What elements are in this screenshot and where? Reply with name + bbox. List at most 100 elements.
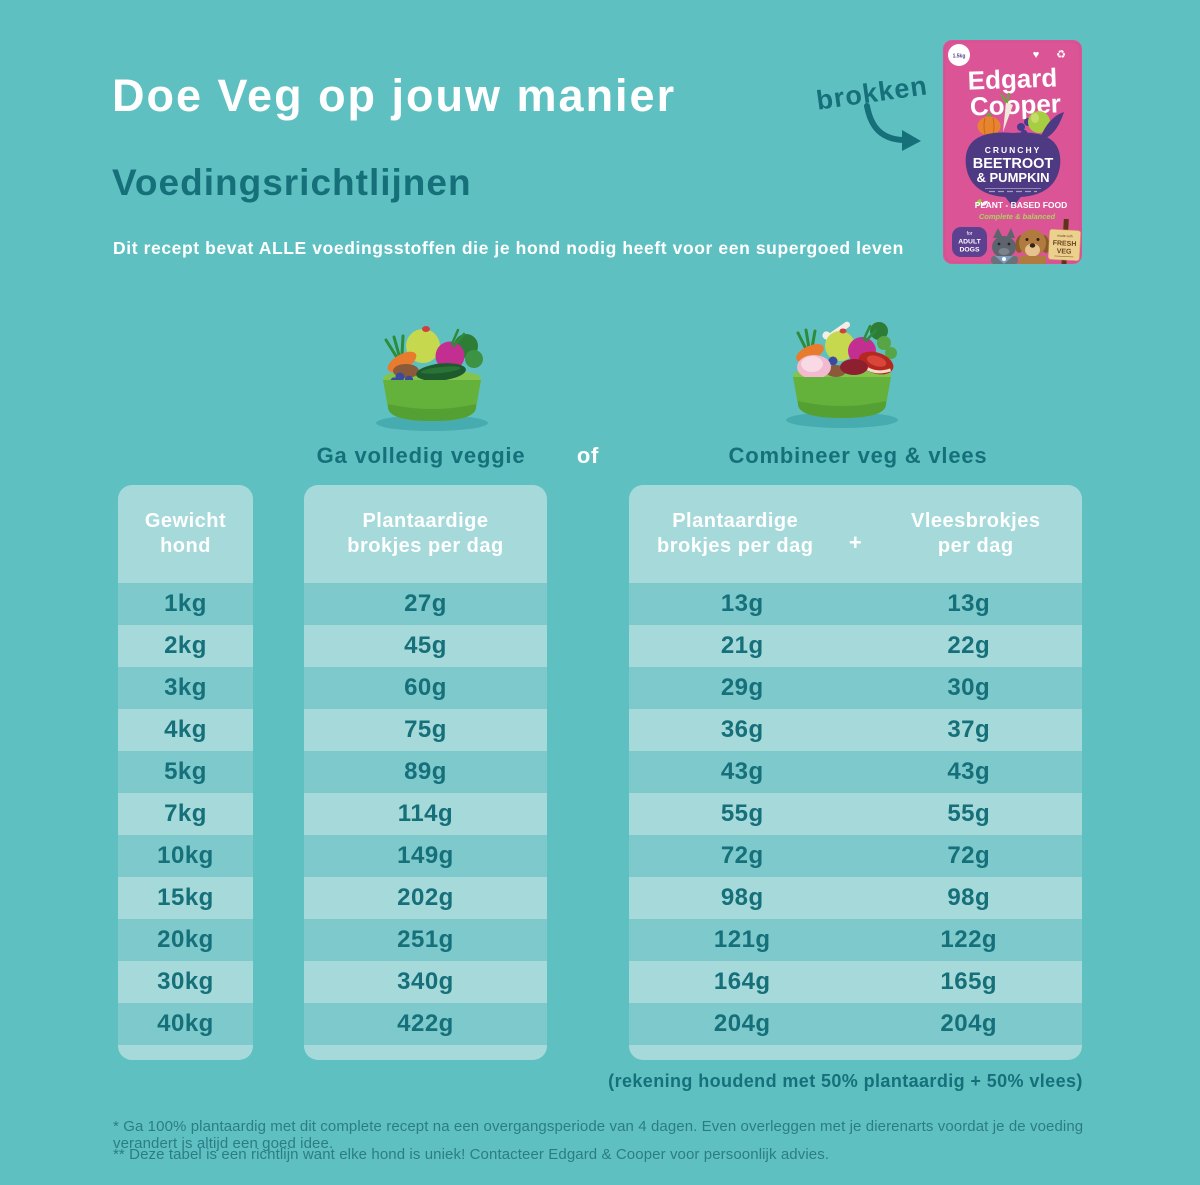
veg-mix-cell: 121g xyxy=(713,926,771,953)
veg-mix-cell: 29g xyxy=(720,674,764,701)
flavor-line2: & PUMPKIN xyxy=(977,170,1050,185)
veg-only-cell: 422g xyxy=(397,1010,454,1037)
option-or-label: of xyxy=(576,443,600,468)
weight-rows: 1kg 2kg 3kg 4kg 5kg 7kg 10kg 15kg 20kg 30kg 40kg xyxy=(118,583,253,1045)
claim-sub-text: Complete & balanced xyxy=(979,212,1056,221)
veg-mix-cell: 43g xyxy=(720,758,764,785)
sign-line2: VEG xyxy=(1057,248,1073,256)
table-row: 98g 98g xyxy=(629,877,1082,919)
table-row: 2kg xyxy=(118,625,253,667)
meat-mix-cell: 204g xyxy=(940,1010,998,1037)
audience-small: for xyxy=(967,231,973,237)
veg-only-cell: 45g xyxy=(404,632,447,659)
veg-only-column-header: Plantaardige brokjes per dag xyxy=(304,485,547,583)
curved-arrow-icon xyxy=(864,103,921,151)
fresh-veg-sign: made with FRESH VEG xyxy=(1048,218,1081,264)
table-row: 251g xyxy=(304,919,547,961)
weight-cell: 15kg xyxy=(157,884,214,911)
veg-mix-cell: 13g xyxy=(720,590,764,617)
weight-column-panel: Gewicht hond 1kg 2kg 3kg 4kg 5kg 7kg 10kg 15kg 2… xyxy=(118,485,253,1060)
flavor-line1: BEETROOT xyxy=(973,156,1054,172)
table-row: 204g 204g xyxy=(629,1003,1082,1045)
weight-cell: 10kg xyxy=(157,842,214,869)
weight-cell: 3kg xyxy=(164,674,207,701)
weight-column-header: Gewicht hond xyxy=(118,485,253,583)
flavor-panel: CRUNCHY BEETROOT & PUMPKIN xyxy=(965,112,1064,207)
weight-cell: 7kg xyxy=(164,800,207,827)
table-row: 1kg xyxy=(118,583,253,625)
meat-mix-cell: 98g xyxy=(947,884,991,911)
footnote-transition: * Ga 100% plantaardig met dit complete r… xyxy=(113,1118,1084,1152)
product-bag: 1.5kg ♥ ♻ Edgard Cooper CRUNCHY xyxy=(943,40,1082,264)
meat-mix-cell: 13g xyxy=(947,590,991,617)
adult-dogs-badge: for ADULT DOGS xyxy=(952,227,987,257)
table-row: 75g xyxy=(304,709,547,751)
meat-mix-cell: 55g xyxy=(947,800,991,827)
audience-line2: DOGS xyxy=(959,247,979,254)
table-row: 15kg xyxy=(118,877,253,919)
footnote-guideline: ** Deze tabel is een richtlijn want elke… xyxy=(113,1146,830,1163)
table-row: 164g 165g xyxy=(629,961,1082,1003)
veg-only-cell: 202g xyxy=(397,884,454,911)
table-row: 7kg xyxy=(118,793,253,835)
veg-only-cell: 114g xyxy=(397,800,454,827)
weight-cell: 4kg xyxy=(164,716,207,743)
veg-mix-cell: 21g xyxy=(720,632,764,659)
section-subtitle: Voedingsrichtlijnen xyxy=(112,162,472,203)
weight-badge-label: 1.5kg xyxy=(953,54,966,60)
sign-line1: FRESH xyxy=(1052,240,1076,248)
meat-mix-header-label: Vleesbrokjes per dag xyxy=(911,510,1041,557)
veg-only-column-panel: Plantaardige brokjes per dag 27g 45g 60g 75… xyxy=(304,485,547,1060)
table-row: 10kg xyxy=(118,835,253,877)
table-row: 29g 30g xyxy=(629,667,1082,709)
veg-meat-bowl-icon xyxy=(786,321,898,428)
veg-mix-cell: 98g xyxy=(720,884,764,911)
table-row: 30kg xyxy=(118,961,253,1003)
weight-cell: 30kg xyxy=(157,968,214,995)
table-row: 45g xyxy=(304,625,547,667)
table-row: 60g xyxy=(304,667,547,709)
option-veggie-label: Ga volledig veggie xyxy=(316,443,526,468)
brand-logo: Edgard Cooper xyxy=(967,62,1061,121)
table-row: 72g 72g xyxy=(629,835,1082,877)
combo-columns-header: Plantaardige brokjes per dag + Vleesbrok… xyxy=(629,485,1082,583)
veg-mix-cell: 204g xyxy=(713,1010,771,1037)
meat-mix-cell: 22g xyxy=(947,632,991,659)
table-row: 121g 122g xyxy=(629,919,1082,961)
table-row: 5kg xyxy=(118,751,253,793)
table-row: 4kg xyxy=(118,709,253,751)
table-row: 36g 37g xyxy=(629,709,1082,751)
meat-mix-cell: 37g xyxy=(947,716,991,743)
intro-text: Dit recept bevat ALLE voedingsstoffen di… xyxy=(113,238,904,258)
table-row: 20kg xyxy=(118,919,253,961)
table-row: 202g xyxy=(304,877,547,919)
option-combo-label: Combineer veg & vlees xyxy=(728,443,988,468)
table-row: 55g 55g xyxy=(629,793,1082,835)
brand-line1: Edgard xyxy=(967,62,1058,95)
weight-header-label: Gewicht hond xyxy=(144,510,227,557)
veg-only-cell: 27g xyxy=(404,590,447,617)
veg-only-cell: 89g xyxy=(404,758,447,785)
table-row: 40kg xyxy=(118,1003,253,1045)
meat-mix-cell: 30g xyxy=(947,674,991,701)
veg-mix-cell: 36g xyxy=(720,716,764,743)
weight-cell: 20kg xyxy=(157,926,214,953)
table-row: 89g xyxy=(304,751,547,793)
cat-illustration xyxy=(991,228,1018,264)
table-row: 27g xyxy=(304,583,547,625)
veg-mix-cell: 55g xyxy=(720,800,764,827)
table-row: 13g 13g xyxy=(629,583,1082,625)
veggie-bowl-icon xyxy=(376,326,488,431)
plus-sign: + xyxy=(848,530,863,556)
veg-only-cell: 149g xyxy=(397,842,454,869)
veg-only-cell: 340g xyxy=(397,968,454,995)
table-row: 114g xyxy=(304,793,547,835)
veg-mix-cell: 72g xyxy=(720,842,764,869)
sign-small: made with xyxy=(1057,234,1073,239)
combo-columns-panel: Plantaardige brokjes per dag + Vleesbrok… xyxy=(629,485,1082,1060)
claim-text: PLANT - BASED FOOD xyxy=(975,200,1068,210)
leaf-icon xyxy=(976,199,982,206)
meat-mix-cell: 72g xyxy=(947,842,991,869)
veg-only-header-label: Plantaardige brokjes per dag xyxy=(347,510,504,557)
